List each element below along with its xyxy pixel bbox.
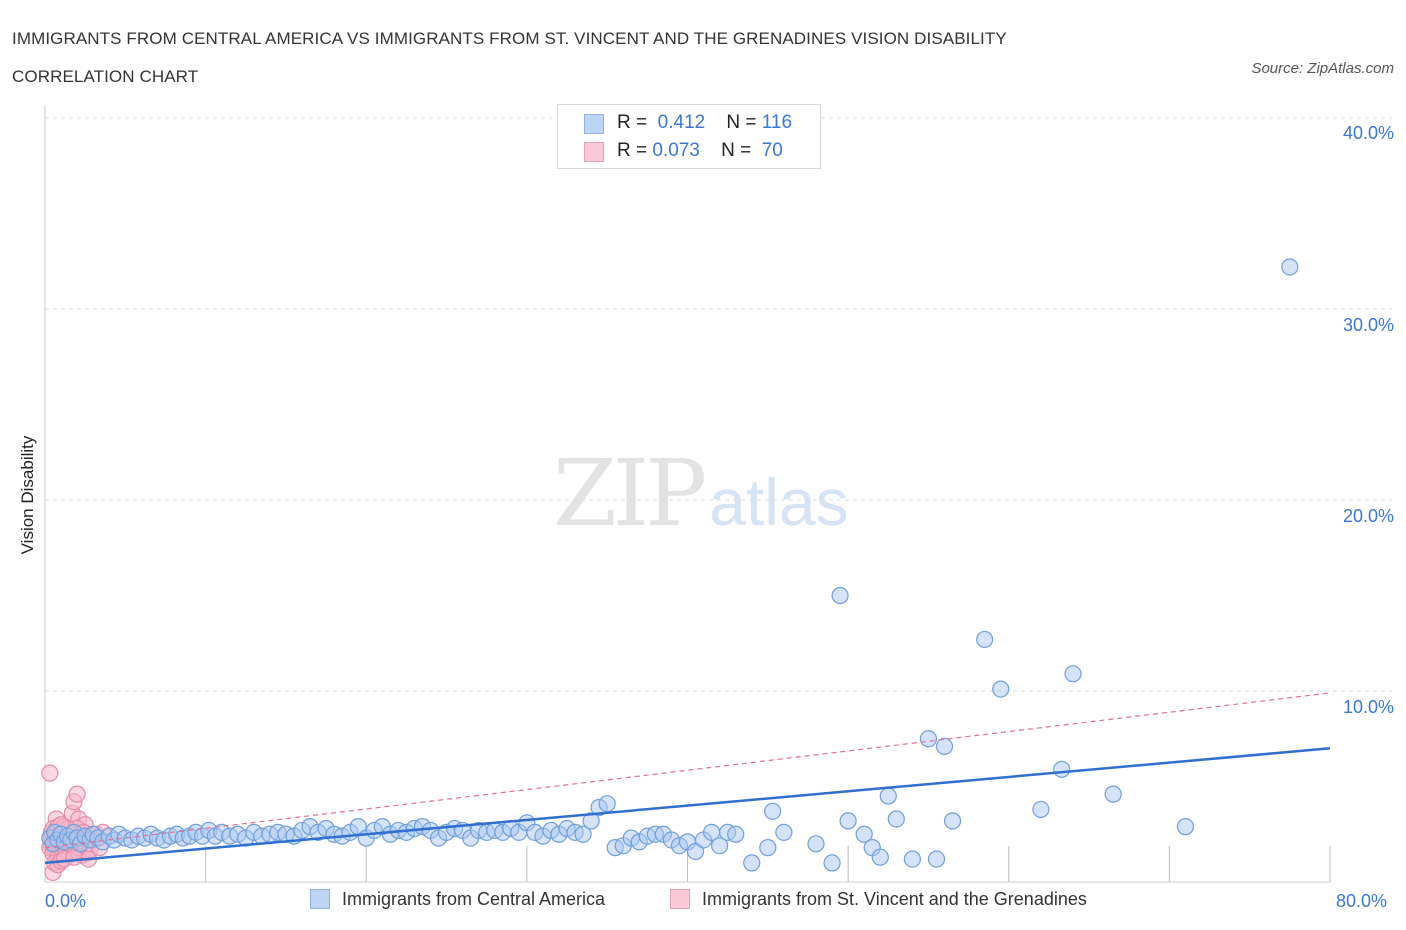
- legend-n-value: 116: [761, 112, 793, 133]
- bottom-legend-swatch-blue: [310, 889, 330, 909]
- legend-swatch-blue: [584, 114, 604, 134]
- trendline-central-america: [44, 747, 1331, 865]
- legend-r-label: R =: [617, 140, 648, 161]
- point-st-vincent-23: [68, 785, 86, 803]
- point-central-america-96: [711, 837, 729, 855]
- point-central-america-122: [1104, 785, 1122, 803]
- point-central-america-101: [764, 802, 782, 820]
- y-tick-label-30: 30.0%: [1342, 315, 1394, 335]
- point-central-america-123: [1176, 818, 1195, 836]
- point-central-america-106: [839, 812, 857, 830]
- y-tick-label-40: 40.0%: [1342, 123, 1394, 143]
- stats-legend: R = 0.412 N = 116 R = 0.073 N = 70: [557, 104, 821, 169]
- point-central-america-104: [823, 854, 841, 872]
- legend-r-value: 0.412: [657, 112, 706, 133]
- legend-n-value: 70: [761, 140, 783, 161]
- x-tick-label-min: 0.0%: [45, 891, 87, 911]
- point-central-america-103: [807, 835, 825, 853]
- point-central-america-114: [927, 850, 946, 868]
- bottom-legend-swatch-pink: [670, 889, 690, 909]
- point-central-america-112: [903, 850, 921, 868]
- y-axis-label: Vision Disability: [18, 435, 37, 555]
- watermark-atlas: atlas: [709, 465, 849, 539]
- chart-title: IMMIGRANTS FROM CENTRAL AMERICA VS IMMIG…: [12, 29, 1007, 86]
- point-central-america-109: [871, 848, 889, 866]
- point-central-america-124: [1281, 258, 1299, 276]
- point-central-america-99: [743, 854, 761, 872]
- point-central-america-116: [943, 812, 962, 830]
- trendline-st-vincent: [44, 692, 1331, 849]
- point-central-america-113: [919, 730, 938, 748]
- y-tick-label-20: 20.0%: [1342, 506, 1394, 526]
- x-tick-label-max: 80.0%: [1336, 891, 1388, 911]
- source-label: Source: ZipAtlas.com: [1251, 60, 1394, 77]
- bottom-legend-st-vincent: Immigrants from St. Vincent and the Gren…: [670, 889, 1087, 910]
- point-central-america-107: [855, 825, 873, 843]
- point-central-america-118: [992, 680, 1010, 698]
- watermark: ZIPatlas: [553, 440, 849, 547]
- watermark-zip: ZIP: [553, 440, 707, 547]
- point-central-america-115: [935, 737, 954, 755]
- point-central-america-105: [831, 586, 849, 605]
- point-central-america-120: [1053, 760, 1071, 778]
- point-central-america-82: [598, 795, 616, 813]
- point-central-america-110: [879, 787, 897, 805]
- point-central-america-117: [976, 630, 994, 649]
- legend-n-label: N =: [726, 112, 757, 133]
- point-central-america-121: [1064, 665, 1082, 683]
- point-central-america-111: [887, 810, 905, 828]
- bottom-legend-label-blue: Immigrants from Central America: [342, 889, 606, 909]
- point-central-america-80: [582, 812, 600, 830]
- y-tick-label-10: 10.0%: [1342, 697, 1394, 717]
- legend-r-value: 0.073: [652, 140, 700, 161]
- point-central-america-100: [759, 839, 777, 857]
- bottom-legend-label-pink: Immigrants from St. Vincent and the Gren…: [702, 889, 1087, 909]
- legend-swatch-pink: [584, 142, 604, 162]
- legend-r-label: R =: [617, 112, 648, 133]
- legend-n-label: N =: [721, 140, 752, 161]
- bottom-legend-central-america: Immigrants from Central America: [310, 889, 605, 910]
- point-central-america-102: [775, 823, 793, 841]
- point-central-america-119: [1032, 800, 1050, 819]
- point-central-america-98: [727, 825, 745, 843]
- point-st-vincent-0: [41, 764, 59, 782]
- point-central-america-79: [574, 825, 592, 843]
